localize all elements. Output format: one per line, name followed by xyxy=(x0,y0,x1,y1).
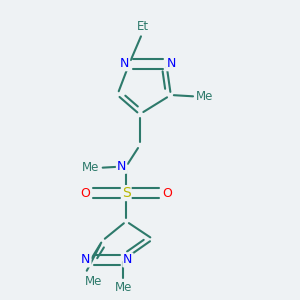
Text: Me: Me xyxy=(115,281,132,294)
Text: O: O xyxy=(162,187,172,200)
Text: Et: Et xyxy=(136,20,148,33)
Text: N: N xyxy=(166,57,176,70)
Text: Me: Me xyxy=(85,275,102,288)
Text: O: O xyxy=(81,187,91,200)
Text: N: N xyxy=(81,254,91,266)
Text: Me: Me xyxy=(196,90,213,103)
Text: N: N xyxy=(120,57,129,70)
Text: S: S xyxy=(122,186,130,200)
Text: N: N xyxy=(123,254,133,266)
Text: Me: Me xyxy=(82,161,100,174)
Text: N: N xyxy=(117,160,126,173)
